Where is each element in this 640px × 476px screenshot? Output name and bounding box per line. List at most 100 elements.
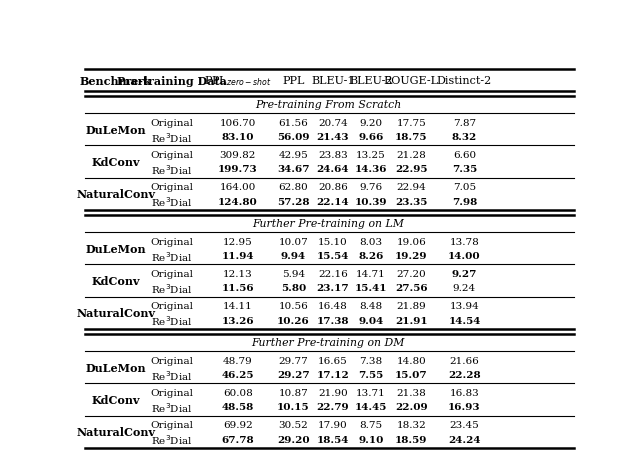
Text: KdConv: KdConv xyxy=(92,394,140,405)
Text: 8.26: 8.26 xyxy=(358,252,384,260)
Text: 21.28: 21.28 xyxy=(396,150,426,159)
Text: 22.28: 22.28 xyxy=(448,370,481,379)
Text: 13.94: 13.94 xyxy=(449,302,479,310)
Text: 7.35: 7.35 xyxy=(452,165,477,174)
Text: 48.58: 48.58 xyxy=(221,403,254,412)
Text: 24.64: 24.64 xyxy=(317,165,349,174)
Text: 30.52: 30.52 xyxy=(278,420,308,429)
Text: 9.24: 9.24 xyxy=(453,284,476,293)
Text: 17.75: 17.75 xyxy=(396,119,426,127)
Text: 17.12: 17.12 xyxy=(317,370,349,379)
Text: 16.93: 16.93 xyxy=(448,403,481,412)
Text: 69.92: 69.92 xyxy=(223,420,253,429)
Text: 8.75: 8.75 xyxy=(360,420,383,429)
Text: 22.94: 22.94 xyxy=(396,183,426,192)
Text: 14.45: 14.45 xyxy=(355,403,387,412)
Text: 309.82: 309.82 xyxy=(220,150,256,159)
Text: 7.98: 7.98 xyxy=(452,198,477,206)
Text: 62.80: 62.80 xyxy=(278,183,308,192)
Text: KdConv: KdConv xyxy=(92,276,140,287)
Text: 5.80: 5.80 xyxy=(281,284,306,293)
Text: 17.38: 17.38 xyxy=(317,316,349,325)
Text: 29.20: 29.20 xyxy=(277,435,310,444)
Text: BLEU-2: BLEU-2 xyxy=(349,76,393,86)
Text: 16.65: 16.65 xyxy=(318,356,348,365)
Text: PPL: PPL xyxy=(282,76,305,86)
Text: 8.48: 8.48 xyxy=(360,302,383,310)
Text: 42.95: 42.95 xyxy=(278,150,308,159)
Text: Re$^3$Dial: Re$^3$Dial xyxy=(151,130,193,144)
Text: NaturalConv: NaturalConv xyxy=(76,308,156,319)
Text: 21.90: 21.90 xyxy=(318,388,348,397)
Text: 11.94: 11.94 xyxy=(221,252,254,260)
Text: DuLeMon: DuLeMon xyxy=(85,362,146,373)
Text: Original: Original xyxy=(150,237,193,246)
Text: 19.29: 19.29 xyxy=(395,252,428,260)
Text: Distinct-2: Distinct-2 xyxy=(436,76,492,86)
Text: 20.74: 20.74 xyxy=(318,119,348,127)
Text: 16.83: 16.83 xyxy=(449,388,479,397)
Text: DuLeMon: DuLeMon xyxy=(85,243,146,254)
Text: Pre-training From Scratch: Pre-training From Scratch xyxy=(255,100,401,110)
Text: Benchmark: Benchmark xyxy=(79,76,152,87)
Text: Re$^3$Dial: Re$^3$Dial xyxy=(151,368,193,382)
Text: 24.24: 24.24 xyxy=(448,435,481,444)
Text: 23.35: 23.35 xyxy=(395,198,428,206)
Text: ROUGE-L: ROUGE-L xyxy=(384,76,439,86)
Text: 9.66: 9.66 xyxy=(358,133,384,142)
Text: 12.13: 12.13 xyxy=(223,269,253,278)
Text: 83.10: 83.10 xyxy=(221,133,254,142)
Text: Original: Original xyxy=(150,420,193,429)
Text: 18.32: 18.32 xyxy=(396,420,426,429)
Text: 7.87: 7.87 xyxy=(453,119,476,127)
Text: 48.79: 48.79 xyxy=(223,356,253,365)
Text: 22.79: 22.79 xyxy=(317,403,349,412)
Text: 10.87: 10.87 xyxy=(278,388,308,397)
Text: 10.39: 10.39 xyxy=(355,198,387,206)
Text: Re$^3$Dial: Re$^3$Dial xyxy=(151,314,193,327)
Text: Original: Original xyxy=(150,119,193,127)
Text: 29.77: 29.77 xyxy=(278,356,308,365)
Text: NaturalConv: NaturalConv xyxy=(76,426,156,437)
Text: 29.27: 29.27 xyxy=(277,370,310,379)
Text: 21.38: 21.38 xyxy=(396,388,426,397)
Text: 7.55: 7.55 xyxy=(358,370,384,379)
Text: 199.73: 199.73 xyxy=(218,165,257,174)
Text: 14.54: 14.54 xyxy=(448,316,481,325)
Text: 10.26: 10.26 xyxy=(277,316,310,325)
Text: Original: Original xyxy=(150,388,193,397)
Text: 13.26: 13.26 xyxy=(221,316,254,325)
Text: 67.78: 67.78 xyxy=(221,435,254,444)
Text: BLEU-1: BLEU-1 xyxy=(311,76,355,86)
Text: 27.20: 27.20 xyxy=(396,269,426,278)
Text: Further Pre-training on LM: Further Pre-training on LM xyxy=(252,219,404,229)
Text: DuLeMon: DuLeMon xyxy=(85,125,146,136)
Text: 8.32: 8.32 xyxy=(452,133,477,142)
Text: 6.60: 6.60 xyxy=(453,150,476,159)
Text: 9.04: 9.04 xyxy=(358,316,384,325)
Text: 60.08: 60.08 xyxy=(223,388,253,397)
Text: 56.09: 56.09 xyxy=(277,133,310,142)
Text: Re$^3$Dial: Re$^3$Dial xyxy=(151,249,193,263)
Text: 9.20: 9.20 xyxy=(360,119,383,127)
Text: 22.14: 22.14 xyxy=(317,198,349,206)
Text: 11.56: 11.56 xyxy=(221,284,254,293)
Text: 7.38: 7.38 xyxy=(360,356,383,365)
Text: Pre-training Data: Pre-training Data xyxy=(117,76,227,87)
Text: 23.17: 23.17 xyxy=(317,284,349,293)
Text: Original: Original xyxy=(150,356,193,365)
Text: Re$^3$Dial: Re$^3$Dial xyxy=(151,281,193,295)
Text: 14.36: 14.36 xyxy=(355,165,387,174)
Text: 9.94: 9.94 xyxy=(281,252,306,260)
Text: 22.09: 22.09 xyxy=(395,403,428,412)
Text: NaturalConv: NaturalConv xyxy=(76,189,156,200)
Text: 18.75: 18.75 xyxy=(395,133,428,142)
Text: 57.28: 57.28 xyxy=(277,198,310,206)
Text: 9.10: 9.10 xyxy=(358,435,384,444)
Text: 46.25: 46.25 xyxy=(221,370,254,379)
Text: 12.95: 12.95 xyxy=(223,237,253,246)
Text: Original: Original xyxy=(150,269,193,278)
Text: 5.94: 5.94 xyxy=(282,269,305,278)
Text: 18.54: 18.54 xyxy=(317,435,349,444)
Text: 22.16: 22.16 xyxy=(318,269,348,278)
